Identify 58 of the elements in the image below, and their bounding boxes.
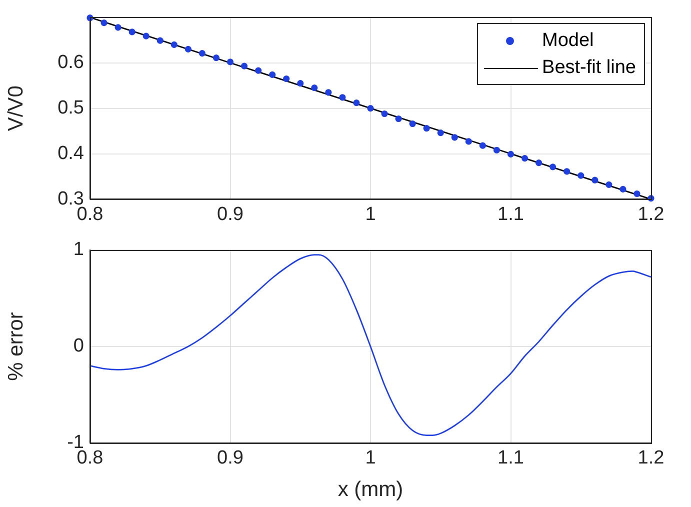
x-tick-label: 1.1: [498, 448, 524, 469]
point: [255, 67, 262, 74]
point: [465, 138, 472, 145]
legend-label: Best-fit line: [542, 56, 636, 80]
point: [170, 41, 178, 48]
point: [100, 20, 108, 26]
x-tick-label: 1.1: [498, 204, 524, 225]
point: [493, 146, 500, 154]
y-tick-label: 0.5: [58, 98, 84, 119]
point: [226, 58, 234, 66]
point: [564, 168, 570, 175]
line-series: [90, 254, 651, 436]
y-axis-title: V/V0: [4, 86, 28, 132]
x-tick-label: 0.9: [217, 204, 244, 225]
point: [507, 150, 514, 158]
x-tick-label: 1.2: [638, 448, 664, 469]
point: [240, 62, 248, 70]
legend-label: Model: [542, 29, 594, 54]
point: [578, 172, 584, 179]
point: [451, 134, 458, 141]
y-tick-label: 0.6: [58, 52, 84, 74]
point: [325, 89, 332, 96]
y-tick-label: 0.4: [58, 142, 84, 164]
point: [634, 190, 640, 198]
point: [606, 181, 612, 188]
point: [156, 37, 164, 44]
point: [479, 142, 486, 149]
point: [339, 94, 346, 101]
point: [269, 71, 276, 78]
point: [620, 186, 626, 192]
point: [592, 176, 598, 184]
point: [311, 84, 318, 92]
point: [409, 120, 416, 128]
point: [212, 54, 220, 62]
point: [114, 24, 122, 31]
point: [536, 160, 542, 166]
point: [381, 110, 388, 118]
point: [184, 46, 192, 53]
x-tick-label: 1: [365, 204, 376, 225]
point: [283, 75, 290, 82]
point: [521, 154, 528, 162]
x-tick-label: 1: [365, 448, 376, 469]
x-axis-title: x (mm): [338, 478, 404, 502]
point: [297, 80, 304, 87]
x-tick-label: 1.2: [638, 204, 664, 225]
point: [353, 100, 360, 106]
y-tick-label: 0: [73, 336, 84, 357]
point: [198, 50, 206, 57]
point: [367, 105, 374, 112]
y-tick-label: 1: [73, 239, 84, 260]
point: [128, 28, 136, 36]
point: [550, 164, 556, 170]
point: [395, 115, 402, 122]
x-tick-label: 0.9: [217, 448, 244, 469]
point: [142, 32, 150, 40]
y-axis-title: % error: [4, 312, 28, 381]
point: [423, 125, 430, 132]
point: [437, 130, 444, 136]
